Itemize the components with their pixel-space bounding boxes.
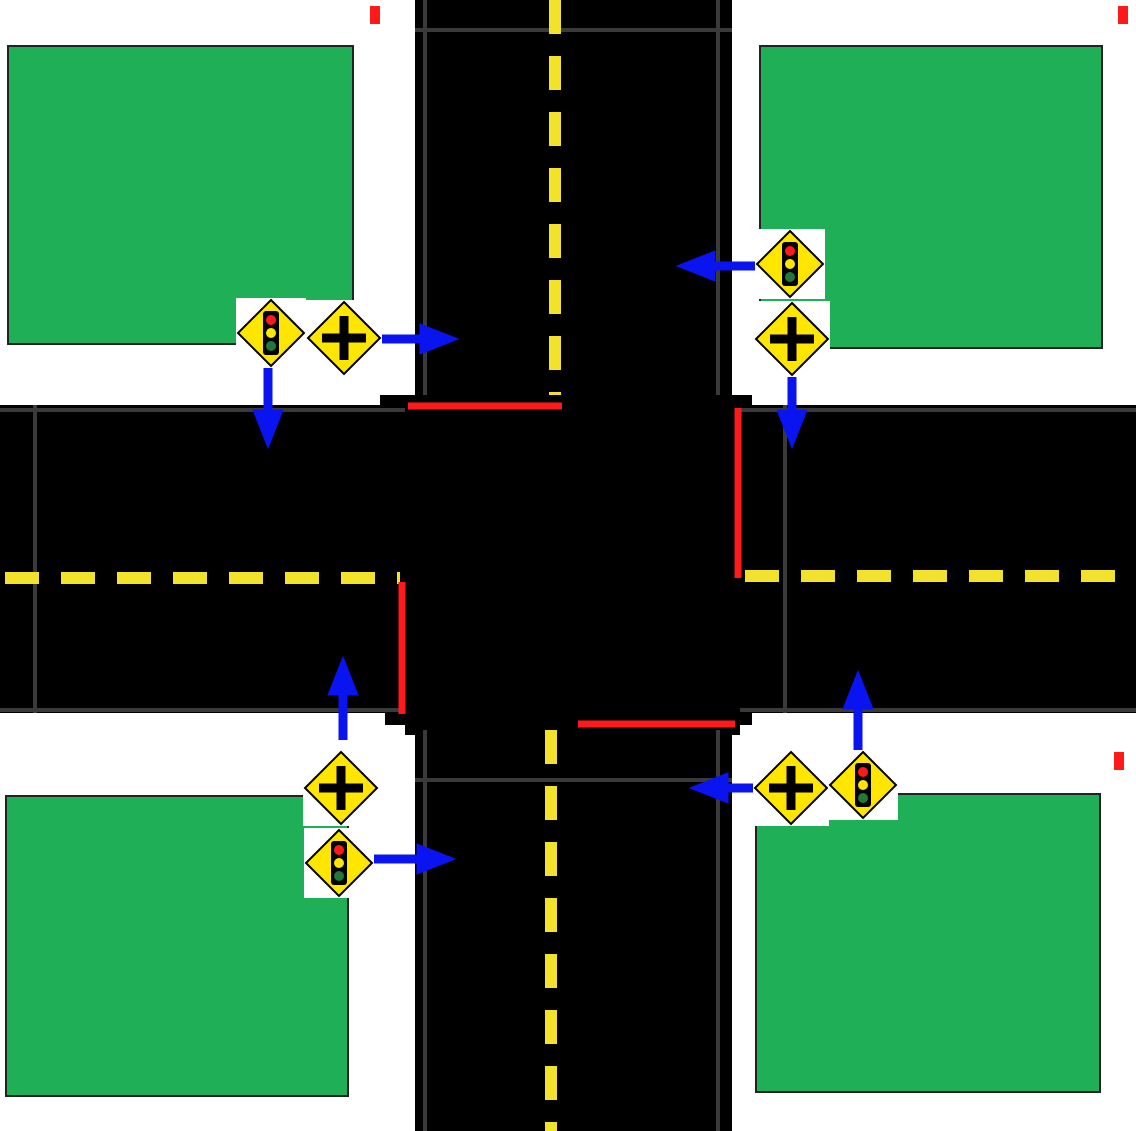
crossroad-sign-se xyxy=(752,749,830,827)
arrow-sw-right xyxy=(370,843,457,875)
grass-south-east xyxy=(755,793,1101,1093)
arrow-nw-right xyxy=(375,323,460,355)
grass-south-west xyxy=(5,795,349,1097)
center-lines xyxy=(5,0,1136,1131)
block-north-west xyxy=(0,6,395,380)
crossroad-sign-sw xyxy=(302,749,380,827)
traffic-signal-sign-ne xyxy=(754,228,826,300)
crossroad-sign-ne xyxy=(753,300,831,378)
north-road xyxy=(405,0,740,395)
crossroad-sign-nw xyxy=(305,299,383,377)
block-south-east xyxy=(752,752,1136,1131)
arrow-se-up xyxy=(842,669,874,750)
arrow-nw-down xyxy=(252,365,284,450)
arrow-sw-up xyxy=(327,655,359,740)
intersection-box xyxy=(405,395,740,730)
arrow-ne-left xyxy=(675,250,760,282)
traffic-signal-sign-se xyxy=(827,749,899,821)
east-road xyxy=(740,395,1136,725)
stop-lines xyxy=(398,402,742,728)
block-north-east xyxy=(752,6,1136,380)
traffic-signal-sign-sw xyxy=(303,827,375,899)
traffic-signal-sign-nw xyxy=(235,297,307,369)
south-road xyxy=(405,730,740,1131)
grass-north-west xyxy=(7,45,354,345)
